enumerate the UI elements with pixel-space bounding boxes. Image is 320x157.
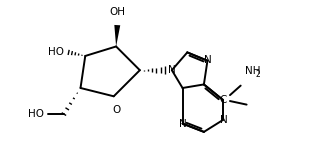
Polygon shape bbox=[114, 25, 120, 46]
Text: NH: NH bbox=[245, 66, 261, 76]
Text: HO: HO bbox=[28, 109, 44, 119]
Text: O: O bbox=[112, 105, 120, 115]
Text: OH: OH bbox=[109, 7, 125, 17]
Text: N: N bbox=[168, 65, 176, 75]
Text: N: N bbox=[204, 54, 212, 65]
Text: HO: HO bbox=[48, 47, 64, 57]
Text: N: N bbox=[179, 119, 187, 129]
Text: N: N bbox=[220, 115, 227, 125]
Text: C: C bbox=[220, 95, 227, 105]
Text: 2: 2 bbox=[255, 70, 260, 79]
